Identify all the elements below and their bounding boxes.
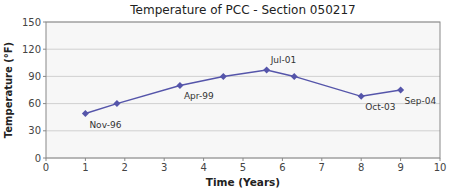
line <box>85 70 400 114</box>
annotation: Oct-03 <box>365 102 395 112</box>
x-tick-label: 0 <box>43 162 49 173</box>
y-axis-label: Temperature (°F) <box>3 42 14 138</box>
series <box>82 67 404 118</box>
x-tick-label: 10 <box>434 162 447 173</box>
x-axis-label: Time (Years) <box>206 176 280 188</box>
marker <box>176 82 183 89</box>
annotation: Nov-96 <box>89 120 121 130</box>
annotation: Sep-04 <box>405 96 437 106</box>
y-tick-label: 120 <box>22 44 41 55</box>
grid-line <box>46 130 440 131</box>
grid-line <box>46 49 440 50</box>
y-tick-label: 60 <box>28 98 41 109</box>
x-tick-label: 7 <box>319 162 325 173</box>
x-tick-label: 6 <box>279 162 285 173</box>
grid-line <box>46 76 440 77</box>
marker <box>397 87 404 94</box>
plot-area <box>46 22 440 158</box>
x-tick-label: 3 <box>161 162 167 173</box>
x-tick-label: 1 <box>82 162 88 173</box>
x-tick-label: 8 <box>358 162 364 173</box>
marker <box>358 93 365 100</box>
marker <box>113 100 120 107</box>
plot-frame <box>46 22 440 158</box>
marker <box>263 67 270 74</box>
title: Temperature of PCC - Section 050217 <box>129 3 355 17</box>
x-tick-label: 4 <box>200 162 206 173</box>
y-tick-label: 90 <box>28 71 41 82</box>
marker <box>291 73 298 80</box>
x-tick-label: 5 <box>240 162 246 173</box>
marker <box>220 73 227 80</box>
x-tick-label: 2 <box>122 162 128 173</box>
marker <box>82 110 89 117</box>
annotation: Jul-01 <box>270 55 297 65</box>
y-tick-label: 150 <box>22 17 41 28</box>
annotation: Apr-99 <box>184 91 214 101</box>
y-tick-label: 30 <box>28 125 41 136</box>
x-tick-label: 9 <box>397 162 403 173</box>
chart: 0 30 60 90 120 150 0 1 2 3 4 5 6 7 8 9 10 Nov-96 Apr-99 Jul… <box>0 0 450 196</box>
y-tick-label: 0 <box>35 153 41 164</box>
